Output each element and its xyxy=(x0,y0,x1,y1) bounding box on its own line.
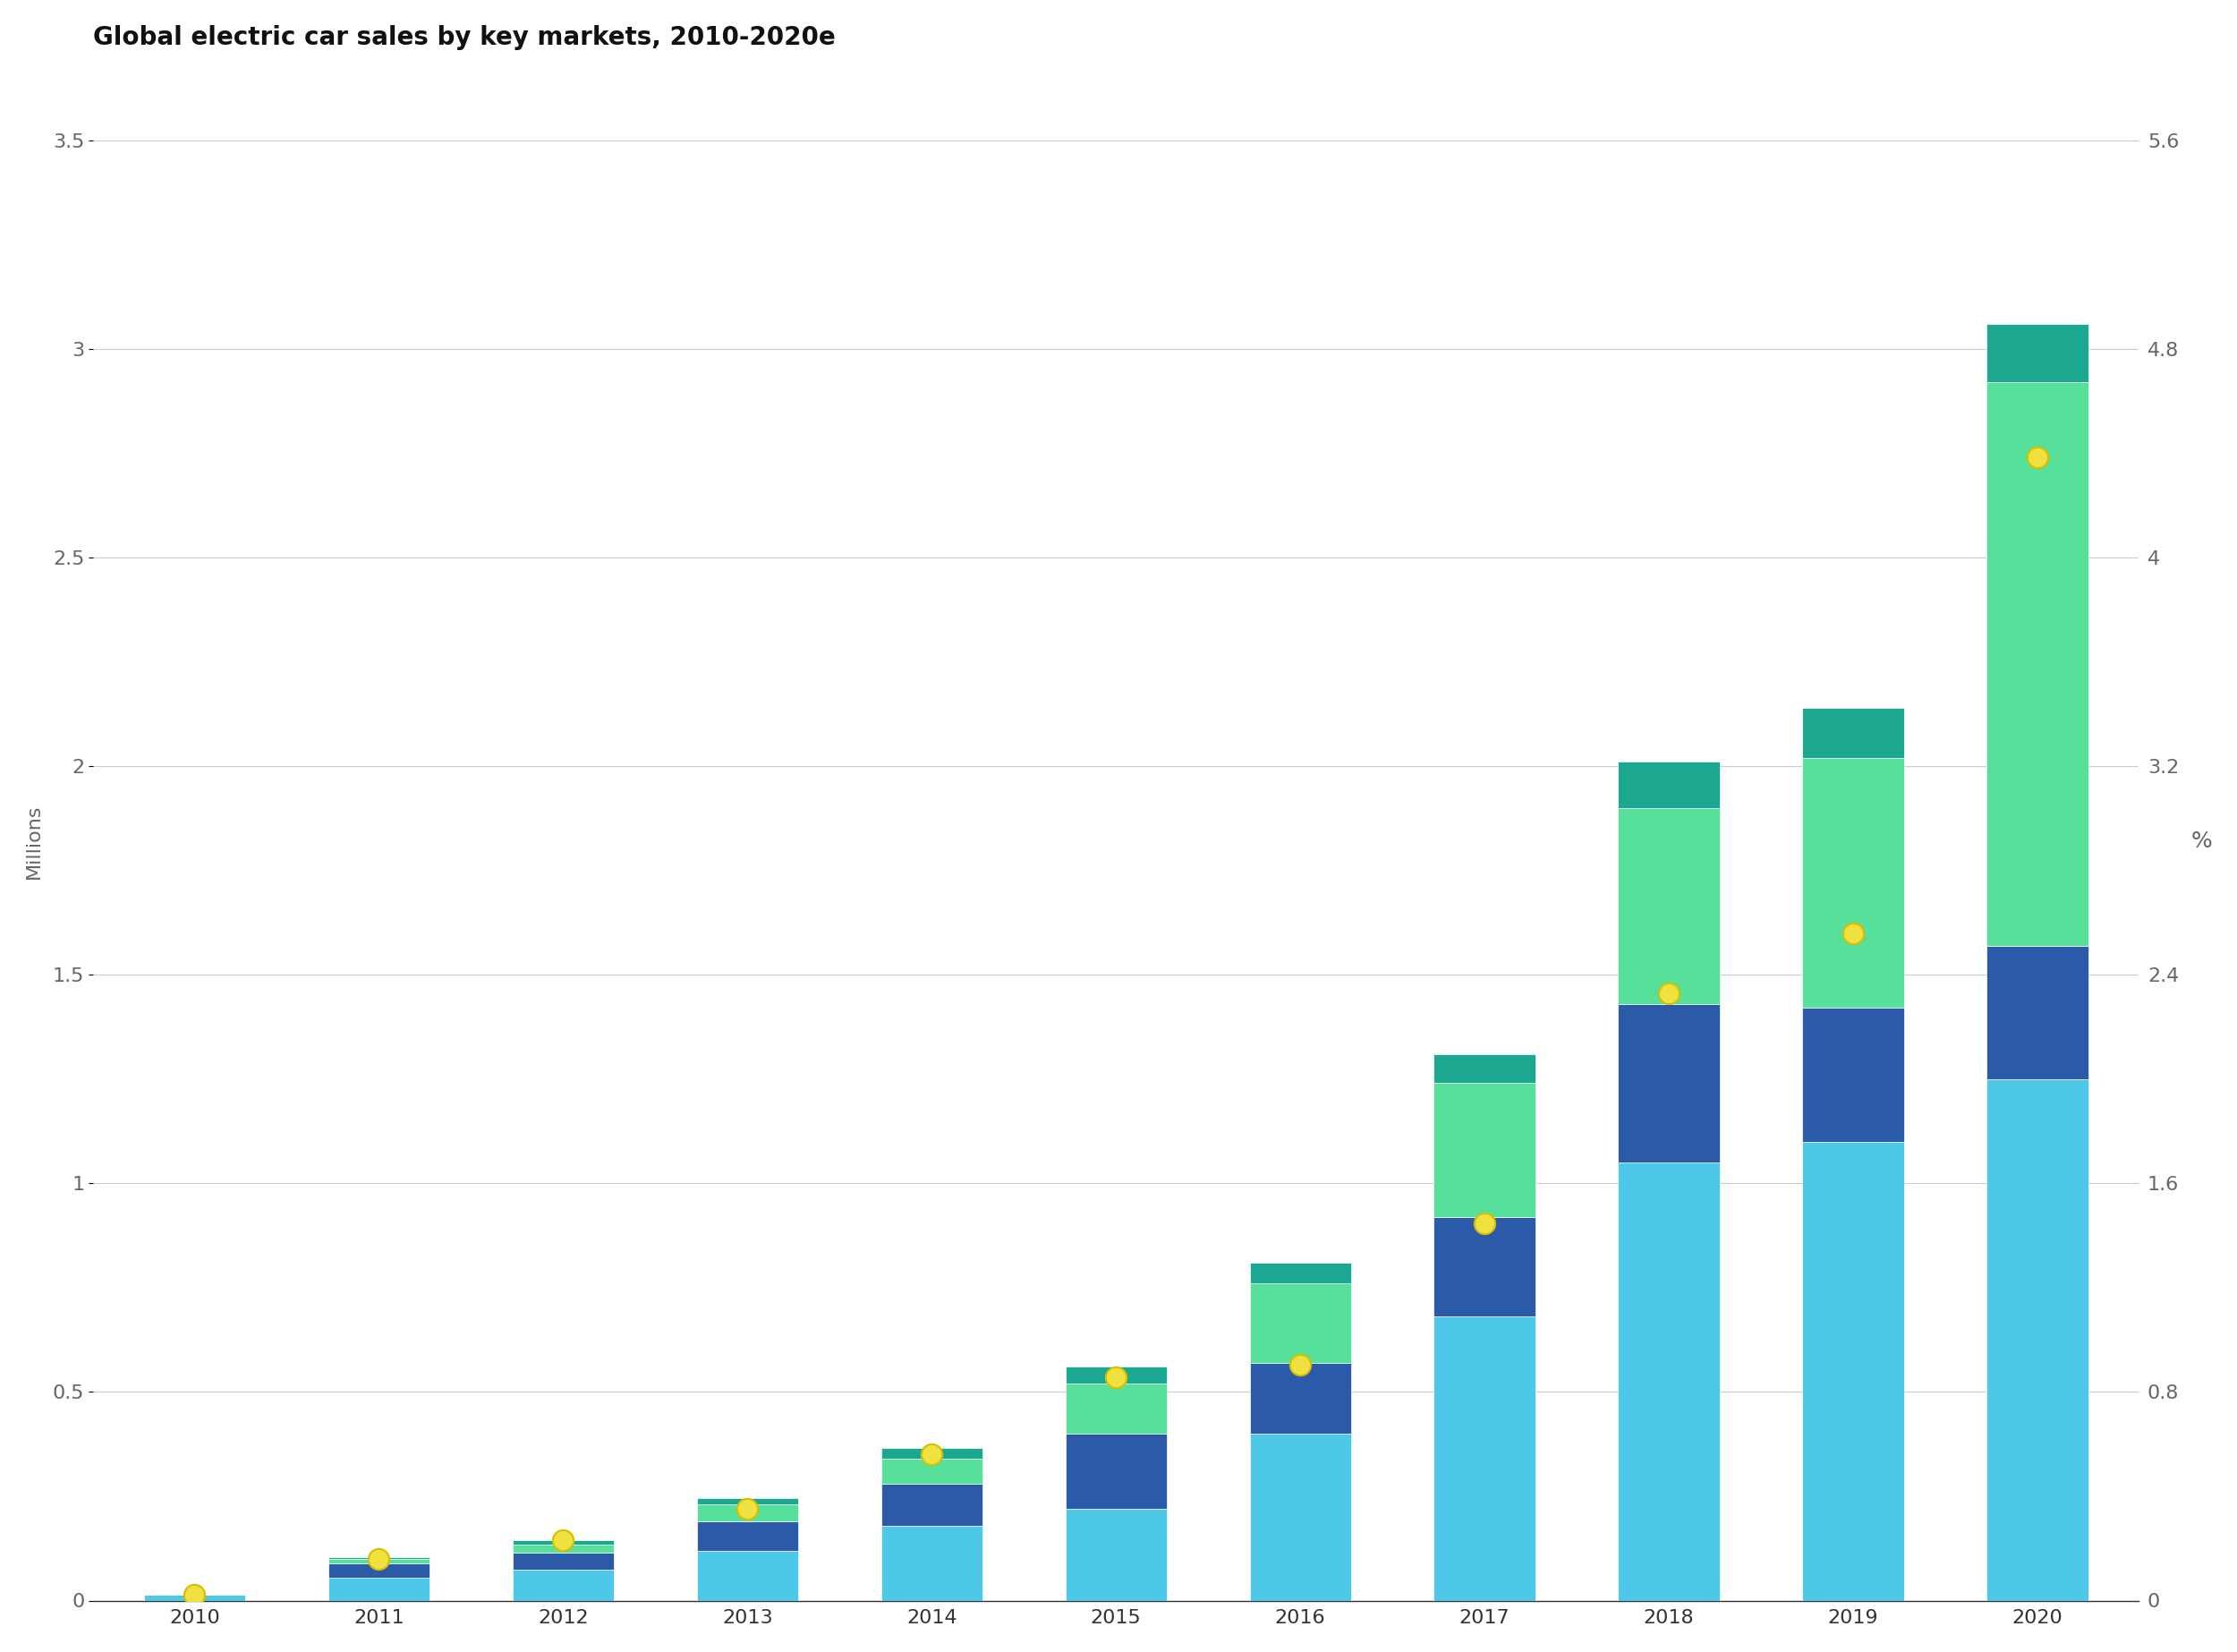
Bar xyxy=(1617,808,1720,1004)
Bar xyxy=(329,1556,430,1559)
Bar xyxy=(696,1505,799,1521)
Bar xyxy=(1986,1079,2087,1601)
Bar xyxy=(1250,1363,1351,1434)
Bar xyxy=(1986,324,2087,382)
Bar xyxy=(143,1596,246,1601)
Bar xyxy=(1250,1434,1351,1601)
Point xyxy=(177,1583,213,1609)
Point xyxy=(1834,920,1870,947)
Bar xyxy=(1065,1366,1168,1384)
Bar xyxy=(512,1553,613,1569)
Bar xyxy=(1617,1163,1720,1601)
Bar xyxy=(1803,758,1904,1008)
Bar xyxy=(329,1578,430,1601)
Point xyxy=(1467,1209,1503,1236)
Bar xyxy=(1434,1216,1535,1317)
Bar xyxy=(881,1459,982,1483)
Point xyxy=(1651,980,1687,1006)
Point xyxy=(2020,444,2056,471)
Point xyxy=(546,1526,582,1553)
Bar xyxy=(1986,382,2087,945)
Bar xyxy=(881,1525,982,1601)
Bar xyxy=(1434,1054,1535,1084)
Bar xyxy=(881,1483,982,1525)
Bar xyxy=(512,1569,613,1601)
Bar xyxy=(329,1559,430,1563)
Bar xyxy=(512,1545,613,1553)
Bar xyxy=(1803,707,1904,758)
Point xyxy=(1098,1365,1134,1391)
Point xyxy=(1282,1351,1318,1378)
Bar xyxy=(696,1521,799,1551)
Bar xyxy=(1803,1008,1904,1142)
Text: Global electric car sales by key markets, 2010-2020e: Global electric car sales by key markets… xyxy=(94,25,837,50)
Bar xyxy=(1250,1262,1351,1284)
Bar xyxy=(696,1551,799,1601)
Bar xyxy=(1434,1084,1535,1216)
Bar xyxy=(1617,762,1720,808)
Bar xyxy=(512,1540,613,1545)
Bar xyxy=(1986,945,2087,1079)
Bar xyxy=(1250,1284,1351,1363)
Bar xyxy=(329,1563,430,1578)
Bar xyxy=(1065,1384,1168,1434)
Point xyxy=(360,1546,396,1573)
Point xyxy=(913,1441,948,1467)
Point xyxy=(729,1495,765,1521)
Bar xyxy=(1065,1508,1168,1601)
Bar xyxy=(1803,1142,1904,1601)
Bar xyxy=(1617,1004,1720,1163)
Bar xyxy=(696,1498,799,1505)
Y-axis label: Millions: Millions xyxy=(25,805,43,879)
Bar xyxy=(1434,1317,1535,1601)
Bar xyxy=(1065,1434,1168,1508)
Bar xyxy=(881,1449,982,1459)
Y-axis label: %: % xyxy=(2190,831,2212,852)
